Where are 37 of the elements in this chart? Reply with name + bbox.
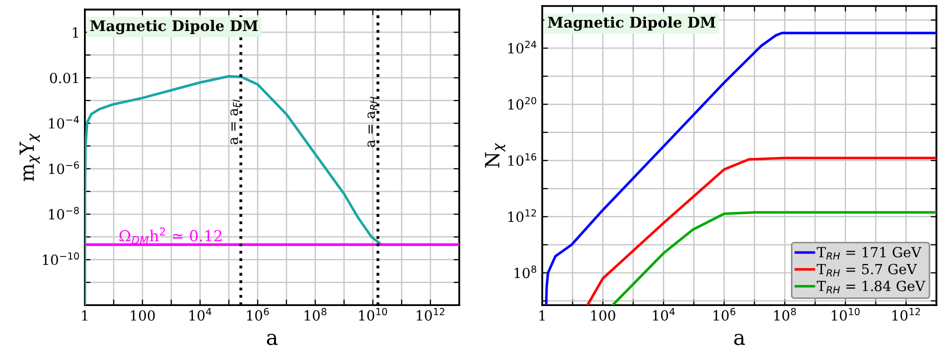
annotation: Magnetic Dipole DM bbox=[90, 20, 258, 34]
x-axis-title: a bbox=[266, 334, 278, 346]
x-tick-label: 100 bbox=[591, 310, 616, 321]
y-tick-label: 10$^{12}$ bbox=[508, 209, 536, 222]
x-tick-label: 10$^{4}$ bbox=[190, 308, 212, 321]
y-tick-label: 0.01 bbox=[50, 72, 78, 84]
y-tick-label: 10$^{16}$ bbox=[508, 153, 536, 166]
x-axis-title: a bbox=[734, 334, 745, 346]
x-tick-label: 10$^{12}$ bbox=[416, 308, 444, 321]
ref-line-label: a = a$_{RH}$ bbox=[368, 96, 378, 148]
y-axis-title: m$_{χ}$Y$_{χ}$ bbox=[20, 133, 40, 182]
ref-line-label: Ω$_{DM}$h$^{2}$ ≃ 0.12 bbox=[119, 228, 222, 244]
x-tick-label: 10$^{6}$ bbox=[714, 308, 736, 321]
legend-label: T$_{RH}$ = 5.7 GeV bbox=[816, 264, 918, 276]
y-tick-label: 10$^{20}$ bbox=[508, 96, 536, 110]
x-tick-label: 1 bbox=[540, 310, 545, 321]
legend-label: T$_{RH}$ = 171 GeV bbox=[816, 246, 922, 260]
x-tick-label: 10$^{4}$ bbox=[652, 308, 675, 321]
y-tick-label: 10$^{−8}$ bbox=[49, 206, 79, 220]
x-tick-label: 10$^{10}$ bbox=[359, 308, 388, 321]
y-tick-label: 10$^{24}$ bbox=[508, 40, 536, 54]
x-tick-label: 10$^{8}$ bbox=[774, 308, 796, 321]
y-tick-label: 10$^{−4}$ bbox=[49, 116, 79, 129]
x-tick-label: 10$^{6}$ bbox=[247, 308, 269, 321]
y-axis-title: N$_{χ}$ bbox=[485, 142, 506, 168]
legend-label: T$_{RH}$ = 1.84 GeV bbox=[816, 280, 926, 294]
y-tick-label: 10$^{−10}$ bbox=[42, 252, 79, 266]
y-tick-label: 10$^{−6}$ bbox=[49, 161, 79, 174]
x-tick-label: 10$^{12}$ bbox=[892, 308, 920, 321]
x-tick-label: 100 bbox=[130, 310, 155, 321]
x-tick-label: 10$^{8}$ bbox=[304, 308, 326, 321]
y-tick-label: 10$^{8}$ bbox=[514, 265, 536, 278]
x-tick-label: 1 bbox=[82, 310, 88, 321]
y-tick-label: 1 bbox=[72, 27, 78, 38]
annotation: Magnetic Dipole DM bbox=[548, 16, 716, 31]
x-tick-label: 10$^{10}$ bbox=[832, 308, 860, 321]
ref-line-label: a = a$_{FI}$ bbox=[230, 100, 240, 144]
